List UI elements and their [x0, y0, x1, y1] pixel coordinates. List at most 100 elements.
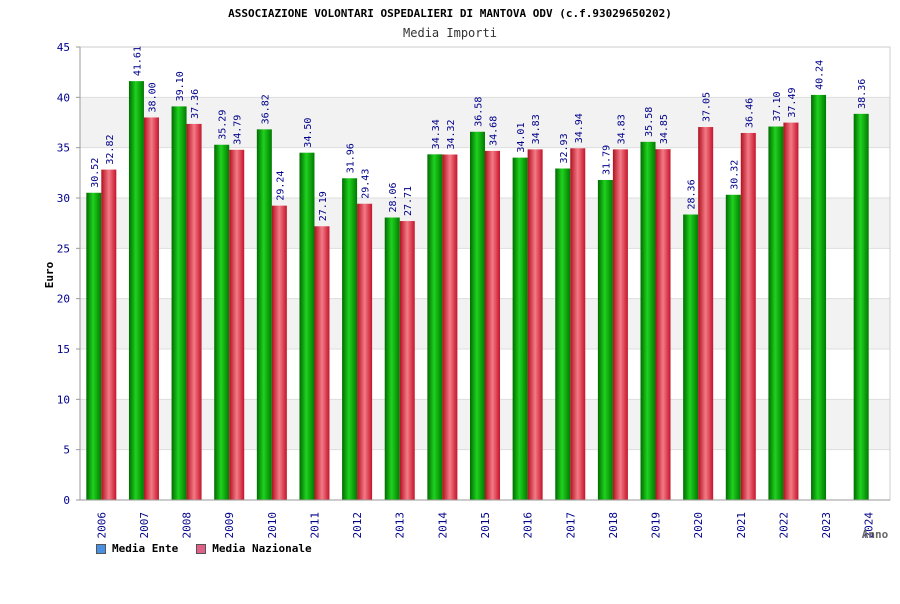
bar-media-ente	[384, 217, 400, 500]
bar-media-nazionale	[485, 150, 500, 500]
value-label-media-nazionale: 29.43	[361, 169, 372, 199]
y-tick-label: 0	[63, 494, 70, 507]
x-tick-label: 2014	[436, 512, 449, 539]
x-tick-label: 2020	[692, 512, 705, 539]
y-tick-label: 40	[57, 91, 70, 104]
value-label-media-nazionale: 32.82	[105, 135, 116, 165]
y-tick-label: 5	[63, 444, 70, 457]
bar-media-ente	[427, 154, 443, 500]
bar-media-nazionale	[783, 122, 799, 500]
bar-media-nazionale	[570, 148, 586, 500]
value-label-media-nazionale: 34.32	[446, 119, 457, 149]
y-axis-label: Euro	[43, 261, 56, 288]
value-label-media-ente: 38.36	[857, 79, 868, 109]
bar-media-nazionale	[357, 203, 373, 500]
value-label-media-ente: 37.10	[772, 91, 783, 121]
value-label-media-nazionale: 34.94	[574, 113, 585, 143]
value-label-media-ente: 36.58	[474, 97, 485, 127]
y-tick-label: 25	[57, 242, 70, 255]
value-label-media-ente: 39.10	[175, 71, 186, 101]
bar-media-nazionale	[101, 169, 117, 500]
x-tick-label: 2018	[607, 512, 620, 539]
value-label-media-ente: 34.50	[303, 118, 314, 148]
chart-subtitle: Media Importi	[403, 26, 497, 40]
value-label-media-nazionale: 37.05	[702, 92, 713, 122]
bar-media-ente	[86, 192, 102, 501]
value-label-media-ente: 36.82	[260, 94, 271, 124]
value-label-media-nazionale: 29.24	[275, 171, 286, 201]
bar-media-nazionale	[229, 149, 245, 500]
value-label-media-ente: 30.32	[729, 160, 740, 190]
plot-band	[80, 47, 890, 98]
bar-media-ente	[597, 179, 613, 501]
x-tick-label: 2006	[95, 512, 108, 539]
bar-media-nazionale	[186, 123, 202, 500]
bar-media-nazionale	[612, 149, 628, 501]
value-label-media-ente: 34.34	[431, 119, 442, 149]
y-tick-label: 15	[57, 343, 70, 356]
bar-media-nazionale	[143, 117, 159, 500]
bar-media-nazionale	[655, 149, 671, 500]
bar-media-ente	[299, 152, 315, 500]
legend-swatch-media-ente	[96, 543, 106, 554]
value-label-media-ente: 31.79	[601, 145, 612, 175]
x-tick-label: 2017	[564, 512, 577, 539]
value-label-media-nazionale: 34.68	[489, 116, 500, 146]
bar-media-nazionale	[271, 205, 287, 500]
chart-title: ASSOCIAZIONE VOLONTARI OSPEDALIERI DI MA…	[228, 7, 672, 20]
value-label-media-ente: 34.01	[516, 123, 527, 153]
legend: Media Ente Media Nazionale	[96, 542, 312, 555]
bar-media-ente	[128, 81, 144, 500]
value-label-media-nazionale: 34.83	[616, 114, 627, 144]
x-tick-label: 2009	[223, 512, 236, 539]
y-tick-label: 30	[57, 192, 70, 205]
value-label-media-ente: 40.24	[815, 60, 826, 90]
y-tick-label: 10	[57, 393, 70, 406]
bar-media-ente	[512, 157, 528, 500]
value-label-media-ente: 30.52	[90, 158, 101, 188]
bar-media-ente	[768, 126, 784, 500]
value-label-media-ente: 28.36	[687, 179, 698, 209]
y-tick-label: 45	[57, 41, 70, 54]
x-tick-label: 2022	[777, 512, 790, 539]
legend-item-media-nazionale: Media Nazionale	[196, 542, 312, 555]
bar-media-nazionale	[399, 221, 415, 500]
x-tick-label: 2016	[522, 512, 535, 539]
value-label-media-ente: 41.61	[132, 46, 143, 76]
bar-media-nazionale	[698, 127, 714, 500]
x-axis-label: Anno	[862, 528, 889, 541]
value-label-media-ente: 31.96	[346, 143, 357, 173]
bar-media-ente	[640, 141, 656, 500]
x-tick-label: 2012	[351, 512, 364, 539]
x-tick-label: 2011	[308, 512, 321, 539]
x-axis: 2006 2007 2008 2009 2010 2011 2012 2013 2014 2015…	[80, 499, 890, 539]
legend-label-media-ente: Media Ente	[112, 542, 179, 555]
bar-media-ente	[555, 168, 571, 500]
bar-media-ente	[853, 113, 869, 501]
value-label-media-nazionale: 34.83	[531, 114, 542, 144]
value-label-media-nazionale: 37.36	[190, 89, 201, 119]
x-tick-label: 2015	[479, 512, 492, 539]
value-label-media-nazionale: 34.85	[659, 114, 670, 144]
bar-media-ente	[725, 194, 741, 500]
x-tick-label: 2019	[650, 512, 663, 539]
bars-group	[86, 81, 869, 501]
value-label-media-nazionale: 34.79	[233, 115, 244, 145]
x-tick-label: 2021	[735, 512, 748, 539]
bar-media-nazionale	[527, 149, 543, 501]
value-label-media-nazionale: 36.46	[744, 98, 755, 128]
legend-label-media-nazionale: Media Nazionale	[212, 542, 312, 555]
x-tick-label: 2007	[138, 512, 151, 539]
bar-media-ente	[171, 106, 187, 500]
value-label-media-nazionale: 37.49	[787, 87, 798, 117]
value-label-media-ente: 32.93	[559, 133, 570, 163]
x-tick-label: 2013	[394, 512, 407, 539]
bar-media-ente	[683, 214, 699, 500]
y-tick-label: 20	[57, 293, 70, 306]
legend-item-media-ente: Media Ente	[96, 542, 178, 555]
x-tick-label: 2023	[820, 512, 833, 539]
legend-swatch-media-nazionale	[196, 543, 207, 554]
value-label-media-nazionale: 27.71	[403, 186, 414, 216]
